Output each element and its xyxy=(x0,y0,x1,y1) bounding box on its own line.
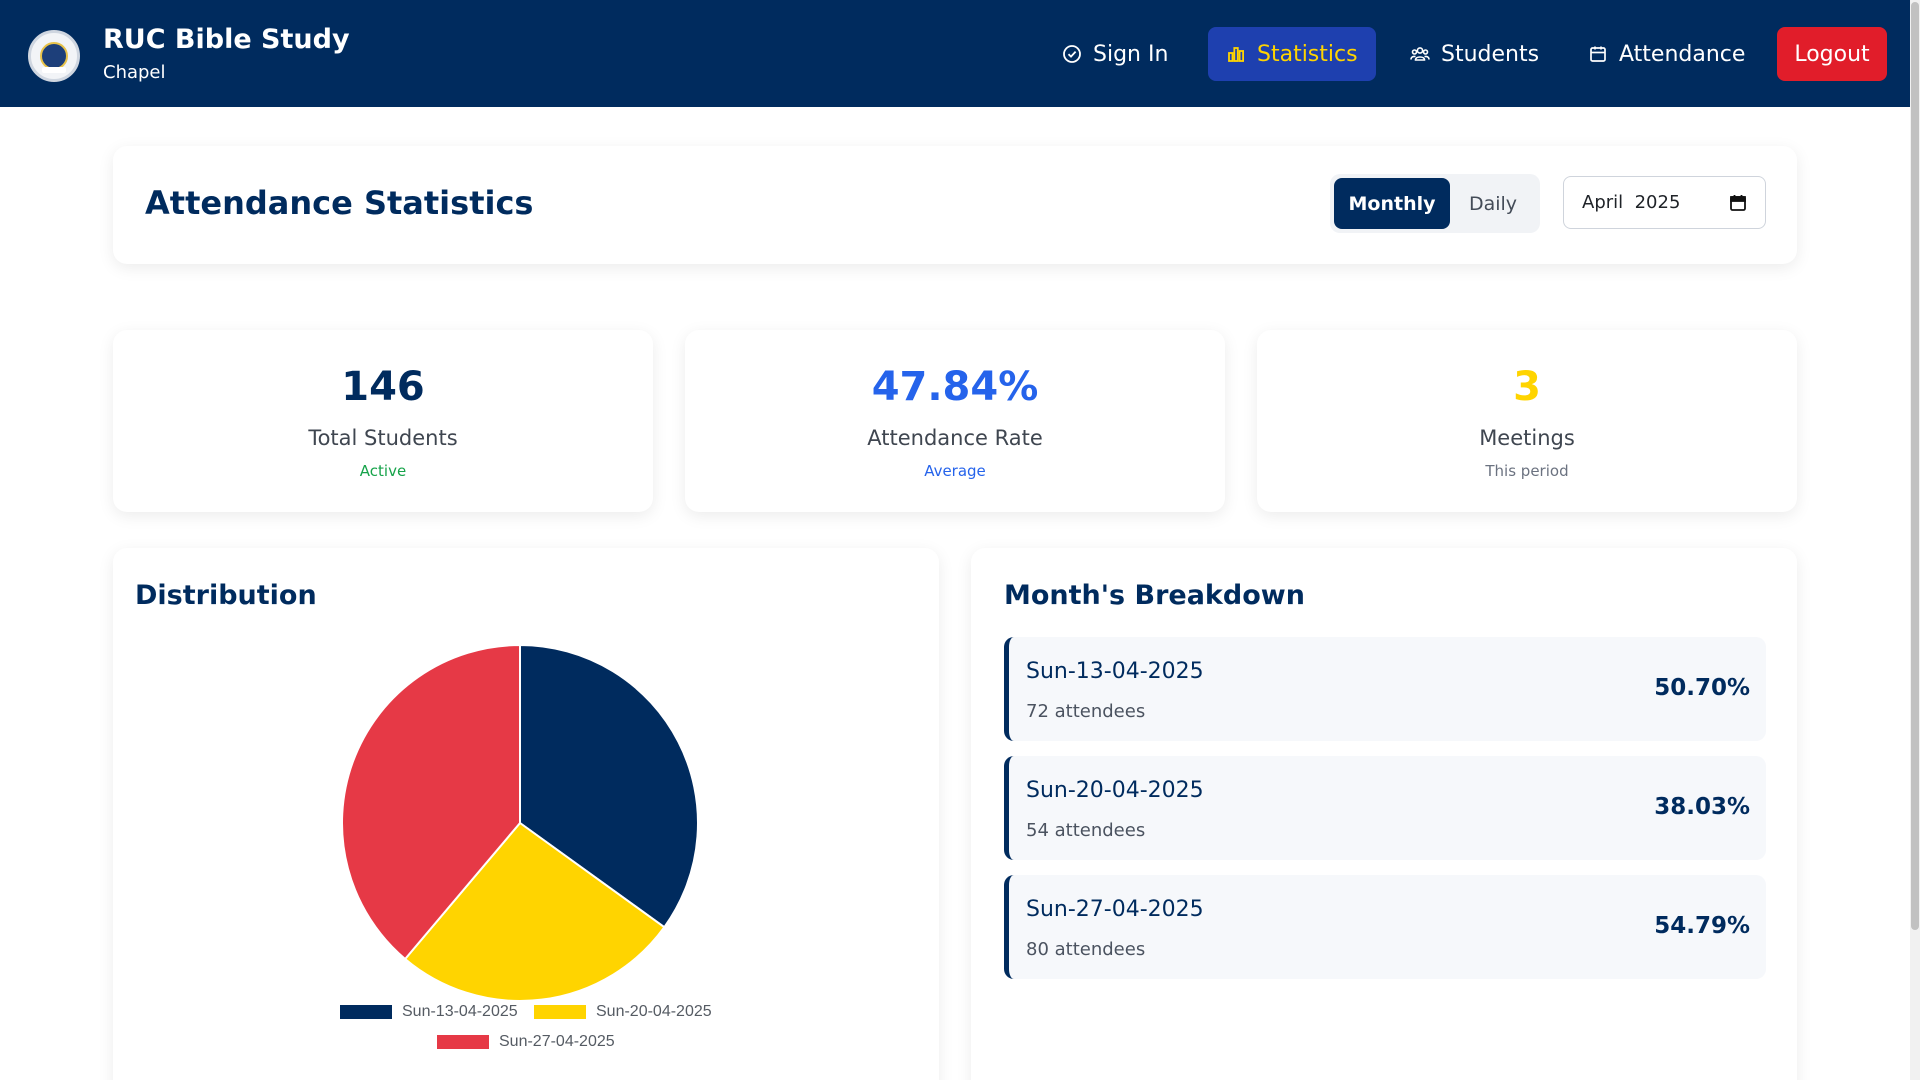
logout-button[interactable]: Logout xyxy=(1777,27,1887,81)
nav-sign-in-label: Sign In xyxy=(1093,41,1169,67)
nav-statistics-label: Statistics xyxy=(1257,41,1358,67)
stat-label: Meetings xyxy=(1479,426,1575,450)
nav-attendance-label: Attendance xyxy=(1619,41,1746,67)
month-picker-input[interactable]: April 2025 xyxy=(1563,176,1766,229)
legend-label: Sun-20-04-2025 xyxy=(596,1003,712,1020)
breakdown-percent: 50.70% xyxy=(1654,675,1750,701)
toggle-monthly[interactable]: Monthly xyxy=(1334,178,1450,229)
breakdown-row[interactable]: Sun-20-04-2025 54 attendees 38.03% xyxy=(1004,756,1766,860)
breakdown-date: Sun-20-04-2025 xyxy=(1026,778,1204,803)
stat-card-meetings: 3 Meetings This period xyxy=(1257,330,1797,512)
brand-title: RUC Bible Study xyxy=(103,24,350,55)
calendar-icon xyxy=(1590,46,1606,62)
legend-item[interactable]: Sun-27-04-2025 xyxy=(437,1033,615,1051)
breakdown-date: Sun-27-04-2025 xyxy=(1026,897,1204,922)
period-toggle: Monthly Daily xyxy=(1330,174,1540,233)
page-title: Attendance Statistics xyxy=(145,184,534,222)
month-breakdown-card: Month's Breakdown Sun-13-04-2025 72 atte… xyxy=(971,548,1797,1080)
nav-attendance[interactable]: Attendance xyxy=(1570,27,1763,81)
breakdown-attendees: 72 attendees xyxy=(1026,701,1146,722)
nav-students-label: Students xyxy=(1441,41,1540,67)
breakdown-percent: 54.79% xyxy=(1654,913,1750,939)
users-icon xyxy=(1410,47,1430,61)
legend-swatch xyxy=(437,1035,489,1049)
stat-sub: This period xyxy=(1485,462,1569,480)
legend-label: Sun-27-04-2025 xyxy=(499,1033,615,1050)
stat-value: 47.84% xyxy=(871,364,1039,410)
page-scrollbar-thumb[interactable] xyxy=(1911,2,1919,930)
stat-value: 146 xyxy=(341,364,425,410)
breakdown-row[interactable]: Sun-13-04-2025 72 attendees 50.70% xyxy=(1004,637,1766,741)
stat-sub: Average xyxy=(924,462,986,480)
stat-label: Total Students xyxy=(308,426,458,450)
distribution-title: Distribution xyxy=(135,580,317,611)
toggle-daily[interactable]: Daily xyxy=(1468,192,1518,215)
check-circle-icon xyxy=(1063,45,1081,63)
stat-sub: Active xyxy=(359,462,407,480)
legend-item[interactable]: Sun-13-04-2025 xyxy=(340,1003,518,1021)
nav-statistics[interactable]: Statistics xyxy=(1208,27,1376,81)
breakdown-row[interactable]: Sun-27-04-2025 80 attendees 54.79% xyxy=(1004,875,1766,979)
pie-slice-Sun-27-04-2025[interactable] xyxy=(341,643,521,961)
distribution-card: Distribution Sun-13-04-2025 Sun-20-04-20… xyxy=(113,548,939,1080)
legend-item[interactable]: Sun-20-04-2025 xyxy=(534,1003,712,1021)
statistics-header-card: Attendance Statistics Monthly Daily Apri… xyxy=(113,146,1797,264)
top-navbar: RUC Bible Study Chapel Sign In Statistic… xyxy=(0,0,1910,107)
pie-slice-Sun-20-04-2025[interactable] xyxy=(403,821,666,1002)
pie-slice-Sun-13-04-2025[interactable] xyxy=(519,643,699,929)
nav-sign-in[interactable]: Sign In xyxy=(1044,27,1186,81)
bar-chart-icon xyxy=(1228,47,1245,62)
breakdown-attendees: 54 attendees xyxy=(1026,820,1146,841)
legend-swatch xyxy=(340,1005,392,1019)
distribution-pie-chart xyxy=(341,643,699,1002)
breakdown-date: Sun-13-04-2025 xyxy=(1026,659,1204,684)
brand-subtitle: Chapel xyxy=(103,62,166,83)
breakdown-title: Month's Breakdown xyxy=(1004,580,1305,611)
chapel-seal-icon[interactable] xyxy=(28,30,80,82)
nav-students[interactable]: Students xyxy=(1392,27,1557,81)
breakdown-attendees: 80 attendees xyxy=(1026,939,1146,960)
stat-card-attendance-rate: 47.84% Attendance Rate Average xyxy=(685,330,1225,512)
stat-value: 3 xyxy=(1513,364,1541,410)
breakdown-percent: 38.03% xyxy=(1654,794,1750,820)
stat-card-total-students: 146 Total Students Active xyxy=(113,330,653,512)
month-picker-value: April 2025 xyxy=(1582,192,1681,213)
legend-label: Sun-13-04-2025 xyxy=(402,1003,518,1020)
stat-label: Attendance Rate xyxy=(867,426,1043,450)
calendar-icon[interactable] xyxy=(1729,194,1747,212)
legend-swatch xyxy=(534,1005,586,1019)
